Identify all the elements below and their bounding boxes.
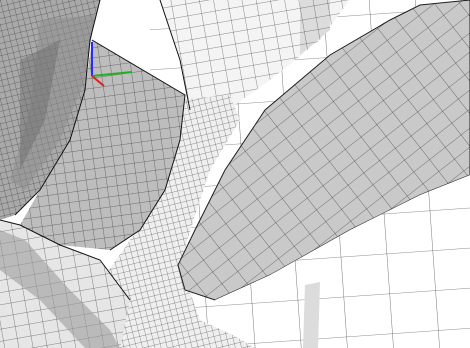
mid-left-surface-mesh — [20, 40, 185, 250]
triad-z-axis — [91, 75, 105, 87]
central-strip-mesh — [95, 95, 255, 348]
lower-right-mesh — [215, 175, 470, 348]
bottom-left-mesh — [0, 220, 130, 348]
feature-edges — [0, 0, 191, 301]
axis-triad-icon — [91, 42, 133, 87]
left-cavity-mesh — [0, 0, 100, 220]
triad-x-axis — [91, 71, 133, 77]
